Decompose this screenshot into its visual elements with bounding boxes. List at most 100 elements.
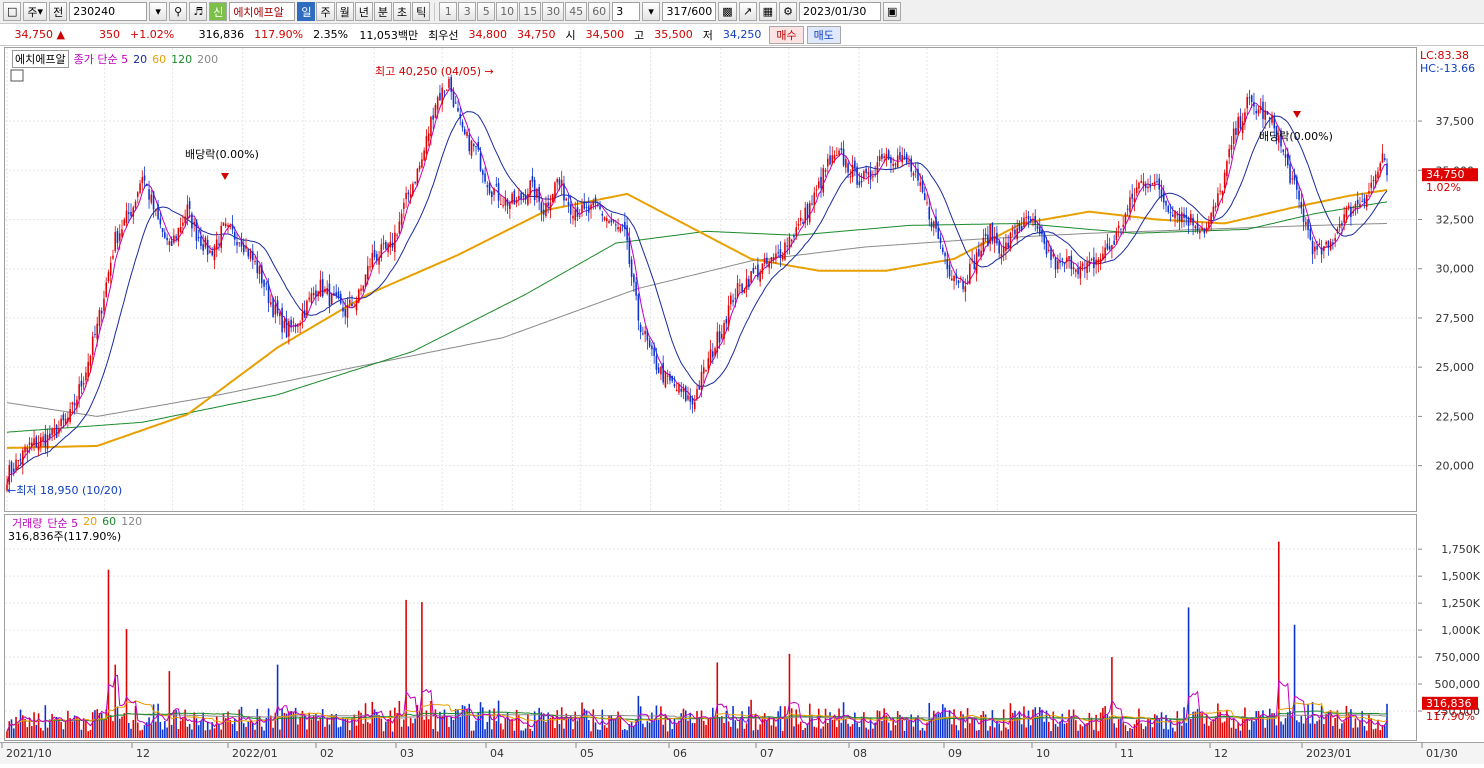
search-icon[interactable]: ⚲: [169, 2, 188, 21]
interval-5[interactable]: 5: [477, 2, 496, 21]
candle: [856, 162, 858, 189]
volume-bar: [754, 713, 757, 738]
candle: [279, 309, 281, 325]
candle: [1171, 205, 1174, 217]
candle-body: [148, 189, 150, 200]
interval-10[interactable]: 10: [496, 2, 519, 21]
candle: [274, 295, 277, 324]
candle-body: [1072, 267, 1075, 270]
tab-틱[interactable]: 틱: [412, 2, 431, 21]
candle: [549, 194, 552, 219]
code-input[interactable]: 230240: [69, 2, 148, 21]
volume-bar: [233, 719, 236, 738]
indicator-icon[interactable]: ▩: [718, 2, 737, 21]
volume-bar: [256, 708, 259, 738]
candle: [1190, 209, 1192, 226]
candle-body: [328, 283, 331, 306]
candle: [691, 395, 694, 414]
price-chart-panel[interactable]: 최고 40,250 (04/05) → ←최저 18,950 (10/20) 배당락…: [4, 47, 1417, 512]
volume-bar: [76, 716, 78, 738]
candle: [1374, 170, 1377, 188]
candle-body: [261, 265, 263, 284]
tab-주[interactable]: 주: [316, 2, 335, 21]
candle: [851, 155, 854, 183]
candle: [946, 251, 949, 278]
gear-icon[interactable]: ⚙: [779, 2, 797, 21]
volume-bar: [85, 719, 87, 738]
candle: [1196, 213, 1199, 234]
interval-30[interactable]: 30: [542, 2, 565, 21]
candle-body: [403, 202, 405, 209]
candle-body: [1097, 259, 1100, 263]
buy-button[interactable]: 매수: [769, 25, 804, 44]
candle-body: [615, 224, 617, 226]
candle-body: [484, 173, 486, 182]
candle: [342, 300, 344, 318]
volume-bar: [513, 730, 516, 738]
save-icon[interactable]: ▦: [758, 2, 777, 21]
candle-body: [211, 250, 213, 256]
sell-button[interactable]: 매도: [806, 25, 841, 44]
volume-legend: 거래량 단순 5 20 60 120: [12, 515, 142, 531]
period-select[interactable]: 주 ▾: [23, 2, 48, 21]
candle: [454, 95, 457, 104]
candle-body: [481, 170, 484, 175]
prev-button[interactable]: 전: [49, 2, 68, 21]
candle: [759, 269, 761, 287]
candle: [67, 412, 69, 428]
interval-dropdown-icon[interactable]: ▾: [642, 2, 661, 21]
candle: [335, 284, 338, 299]
candle-body: [31, 442, 33, 447]
volume-bar: [914, 717, 917, 738]
candle-body: [416, 168, 419, 186]
volume-bar: [966, 708, 969, 738]
tab-일[interactable]: 일: [297, 2, 316, 21]
tab-년[interactable]: 년: [354, 2, 373, 21]
volume-bar: [1372, 729, 1375, 738]
code-dropdown-icon[interactable]: ▾: [149, 2, 168, 21]
sound-icon[interactable]: ♬: [189, 2, 208, 21]
calendar-icon[interactable]: ▣: [883, 2, 902, 21]
draw-icon[interactable]: ↗: [738, 2, 757, 21]
interval-60[interactable]: 60: [588, 2, 611, 21]
candle-body: [583, 201, 586, 209]
tab-초[interactable]: 초: [392, 2, 412, 21]
candle-body: [436, 97, 439, 110]
volume-bar: [1262, 710, 1264, 738]
candle-body: [1383, 158, 1386, 160]
volume-bar: [118, 718, 121, 738]
candle: [515, 196, 518, 208]
volume-bar: [761, 716, 764, 738]
candle: [488, 181, 491, 196]
tab-분[interactable]: 분: [373, 2, 392, 21]
interval-15[interactable]: 15: [519, 2, 542, 21]
volume-bar: [1018, 712, 1021, 738]
candle: [202, 234, 204, 255]
candle: [1167, 204, 1170, 214]
candle: [754, 265, 757, 270]
badge-new: 신: [209, 2, 228, 21]
interval-input[interactable]: 3: [612, 2, 641, 21]
volume-bar: [1365, 730, 1368, 738]
ma60-line: [7, 189, 1388, 449]
volume-chart-panel[interactable]: [4, 514, 1417, 741]
candle: [594, 194, 597, 210]
count-input[interactable]: 317/600: [662, 2, 717, 21]
volume-bar: [159, 721, 162, 738]
candle-body: [342, 307, 344, 312]
candle: [957, 279, 960, 289]
interval-1[interactable]: 1: [439, 2, 458, 21]
candle-body: [76, 399, 78, 408]
candle: [33, 430, 35, 452]
candle-body: [51, 428, 53, 436]
date-input[interactable]: 2023/01/30: [799, 2, 881, 21]
interval-3[interactable]: 3: [458, 2, 477, 21]
tab-월[interactable]: 월: [335, 2, 354, 21]
interval-45[interactable]: 45: [565, 2, 588, 21]
chart-type-icon[interactable]: □: [3, 2, 22, 21]
candle: [1056, 254, 1059, 274]
candle-body: [53, 428, 56, 434]
volume-bar: [421, 602, 423, 738]
candle-body: [1018, 223, 1021, 230]
volume-bar: [1212, 719, 1215, 738]
